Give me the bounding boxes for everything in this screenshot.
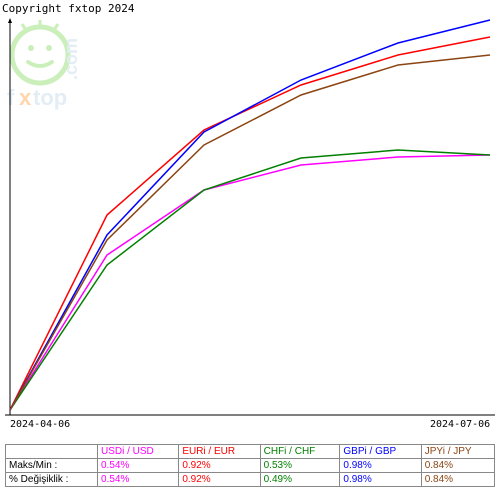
row-label: Maks/Min : — [6, 459, 98, 473]
series-euri-eur — [10, 37, 490, 410]
x-start-label: 2024-04-06 — [10, 419, 70, 430]
header-cell: EURi / EUR — [179, 445, 260, 459]
line-chart: 2024-04-06 2024-07-06 — [5, 15, 495, 435]
value-cell: 0.84% — [421, 459, 494, 473]
x-end-label: 2024-07-06 — [430, 419, 490, 430]
value-cell: 0.92% — [179, 459, 260, 473]
copyright-text: Copyright fxtop 2024 — [2, 2, 134, 15]
table-header-row: USDi / USDEURi / EURCHFi / CHFGBPi / GBP… — [6, 445, 495, 459]
data-table: USDi / USDEURi / EURCHFi / CHFGBPi / GBP… — [5, 444, 495, 487]
value-cell: 0.98% — [340, 473, 421, 487]
header-cell: GBPi / GBP — [340, 445, 421, 459]
table-row: Maks/Min :0.54%0.92%0.53%0.98%0.84% — [6, 459, 495, 473]
table-row: % Değişiklik :0.54%0.92%0.49%0.98%0.84% — [6, 473, 495, 487]
series-gbpi-gbp — [10, 20, 490, 410]
header-cell: CHFi / CHF — [260, 445, 340, 459]
value-cell: 0.98% — [340, 459, 421, 473]
value-cell: 0.49% — [260, 473, 340, 487]
value-cell: 0.54% — [98, 473, 179, 487]
value-cell: 0.54% — [98, 459, 179, 473]
header-cell: JPYi / JPY — [421, 445, 494, 459]
value-cell: 0.53% — [260, 459, 340, 473]
value-cell: 0.92% — [179, 473, 260, 487]
row-label: % Değişiklik : — [6, 473, 98, 487]
header-cell: USDi / USD — [98, 445, 179, 459]
value-cell: 0.84% — [421, 473, 494, 487]
header-blank — [6, 445, 98, 459]
